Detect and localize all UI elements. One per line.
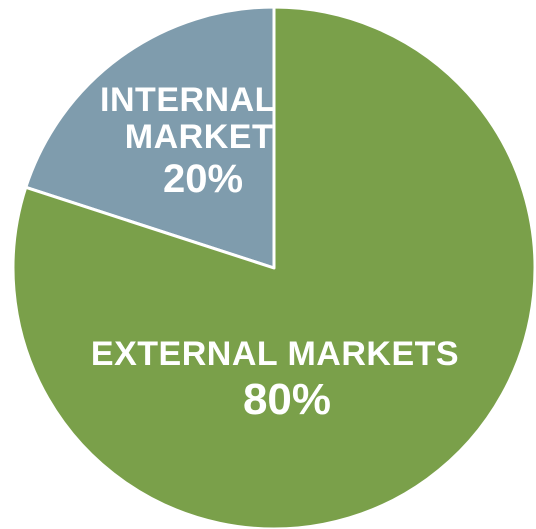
pie-slice-external-markets bbox=[11, 5, 536, 529]
internal-market-label-line-1: INTERNAL bbox=[100, 81, 276, 119]
pie-slices bbox=[11, 5, 536, 529]
pie-slice-internal-market bbox=[24, 5, 276, 270]
external-markets-percentage: 80% bbox=[243, 375, 331, 424]
external-markets-label: EXTERNAL MARKETS bbox=[91, 335, 459, 373]
internal-market-label-line-2: MARKET bbox=[125, 118, 273, 156]
internal-market-percentage: 20% bbox=[163, 157, 243, 201]
